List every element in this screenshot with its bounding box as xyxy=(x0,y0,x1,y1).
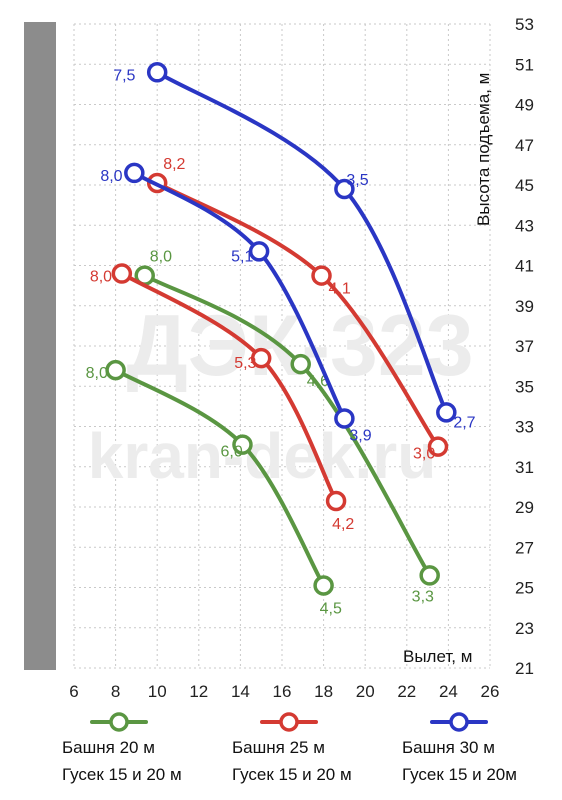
data-label: 8,2 xyxy=(163,156,185,173)
x-tick-label: 8 xyxy=(111,682,120,701)
data-label: 8,0 xyxy=(86,365,108,382)
data-point xyxy=(427,436,449,457)
y-tick-label: 45 xyxy=(515,176,534,195)
legend-marker xyxy=(449,712,469,732)
x-axis-ticks: 6 8 10 12 14 16 18 20 22 24 26 xyxy=(69,682,499,701)
data-point xyxy=(419,565,440,586)
series-blue: 8,0 5,1 3,9 7,5 3,5 2,7 xyxy=(100,62,476,444)
data-point xyxy=(311,265,332,286)
data-point xyxy=(111,263,133,284)
legend-item-red: Башня 25 м Гусек 15 и 20 м xyxy=(232,712,352,784)
y-tick-label: 27 xyxy=(515,538,534,557)
sidebar-bar xyxy=(24,22,56,670)
y-tick-label: 39 xyxy=(515,297,534,316)
data-point xyxy=(250,347,272,369)
y-tick-label: 25 xyxy=(515,579,534,598)
y-tick-label: 49 xyxy=(515,96,534,115)
y-tick-label: 53 xyxy=(515,15,534,34)
data-label: 8,0 xyxy=(90,269,112,286)
y-tick-label: 33 xyxy=(515,418,534,437)
x-tick-label: 14 xyxy=(231,682,250,701)
x-tick-label: 22 xyxy=(397,682,416,701)
x-axis-label: Вылет, м xyxy=(403,647,472,666)
x-tick-label: 18 xyxy=(314,682,333,701)
y-tick-label: 29 xyxy=(515,498,534,517)
y-tick-label: 21 xyxy=(515,659,534,678)
data-label: 4,2 xyxy=(332,516,354,533)
data-label: 4,5 xyxy=(320,600,342,617)
data-point xyxy=(146,62,168,83)
data-label: 4,1 xyxy=(329,281,351,298)
y-tick-label: 37 xyxy=(515,337,534,356)
y-tick-label: 51 xyxy=(515,55,534,74)
y-tick-label: 31 xyxy=(515,458,534,477)
data-label: 3,3 xyxy=(412,588,434,605)
data-point xyxy=(290,353,311,375)
data-label: 8,0 xyxy=(150,249,172,266)
legend-label-line-2: Гусек 15 и 20м xyxy=(402,765,517,784)
data-label: 5,1 xyxy=(231,248,253,265)
x-tick-label: 16 xyxy=(273,682,292,701)
legend-item-blue: Башня 30 м Гусек 15 и 20м xyxy=(402,712,517,784)
legend-item-green: Башня 20 м Гусек 15 и 20 м xyxy=(62,712,182,784)
x-tick-label: 24 xyxy=(439,682,458,701)
series-red: 8,0 5,3 4,2 8,2 4,1 3,0 xyxy=(90,156,449,533)
legend-label-line-2: Гусек 15 и 20 м xyxy=(62,765,182,784)
data-point xyxy=(325,490,347,512)
watermark-line-1: ДЭК-323 xyxy=(126,298,473,394)
data-point xyxy=(105,359,126,381)
y-tick-label: 47 xyxy=(515,136,534,155)
x-tick-label: 26 xyxy=(481,682,500,701)
y-tick-label: 41 xyxy=(515,257,534,276)
x-tick-label: 12 xyxy=(189,682,208,701)
y-tick-label: 23 xyxy=(515,619,534,638)
legend-marker xyxy=(109,712,129,732)
data-label: 8,0 xyxy=(100,168,122,185)
legend-label-line-1: Башня 30 м xyxy=(402,738,495,757)
y-axis-label: Высота подъема, м xyxy=(474,73,493,226)
legend-label-line-2: Гусек 15 и 20 м xyxy=(232,765,352,784)
data-label: 2,7 xyxy=(453,414,475,431)
data-point xyxy=(124,162,145,184)
data-label: 7,5 xyxy=(113,67,135,84)
x-tick-label: 6 xyxy=(69,682,78,701)
data-point xyxy=(334,408,355,429)
legend-label-line-1: Башня 25 м xyxy=(232,738,325,757)
data-label: 3,5 xyxy=(346,172,368,189)
legend-label-line-1: Башня 20 м xyxy=(62,738,155,757)
x-tick-label: 10 xyxy=(148,682,167,701)
data-point xyxy=(334,178,355,200)
data-label: 3,0 xyxy=(413,446,435,463)
data-point xyxy=(248,241,270,262)
series-layer: 8,0 6,0 4,5 8,0 4,6 3,3 8,0 5,3 4,2 8,2 4,1 3,0 8,0 5… xyxy=(86,62,476,617)
data-label: 5,3 xyxy=(234,355,256,372)
data-point xyxy=(232,434,253,455)
data-point xyxy=(313,575,334,596)
y-axis-ticks: 21 23 25 27 29 31 33 35 37 39 41 43 45 47 49 51 53 xyxy=(515,15,534,678)
legend-marker xyxy=(279,712,299,732)
y-tick-label: 43 xyxy=(515,216,534,235)
y-tick-label: 35 xyxy=(515,377,534,396)
watermark-line-2: kran-dek.ru xyxy=(88,420,437,492)
data-label: 4,6 xyxy=(307,373,329,390)
data-label: 3,9 xyxy=(349,427,371,444)
data-point xyxy=(436,402,457,423)
legend: Башня 20 м Гусек 15 и 20 м Башня 25 м Гусек… xyxy=(62,712,517,784)
x-tick-label: 20 xyxy=(356,682,375,701)
data-label: 6,0 xyxy=(220,444,242,461)
watermark: ДЭК-323 kran-dek.ru xyxy=(88,298,474,492)
